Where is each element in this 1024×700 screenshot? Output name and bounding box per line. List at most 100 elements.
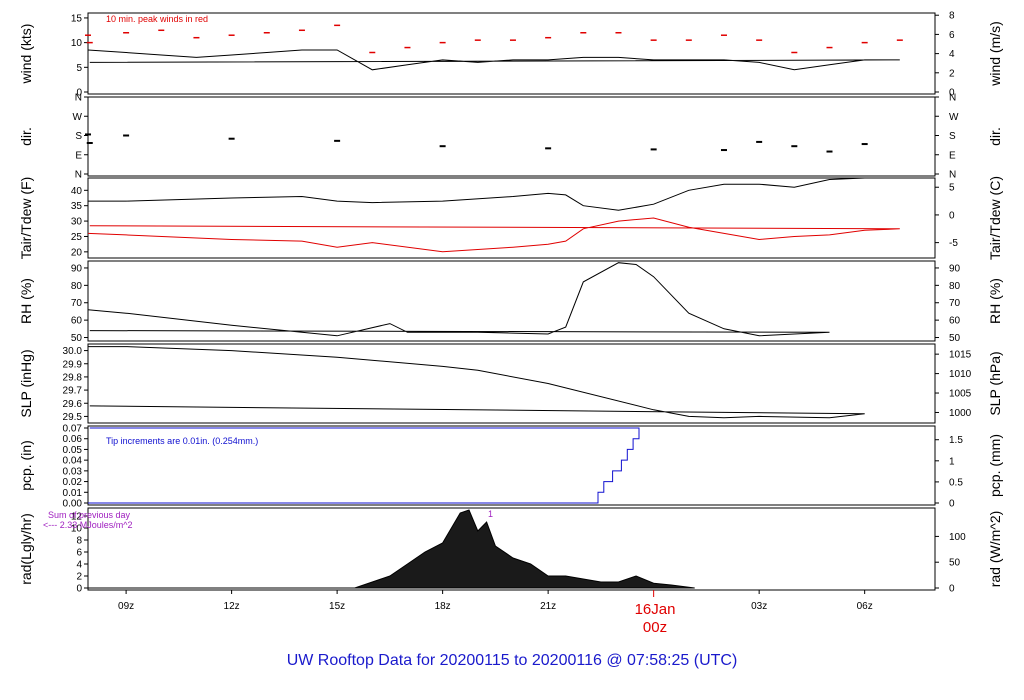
wind-right-tick-label: 8: [949, 11, 955, 22]
wind-peak-note: 10 min. peak winds in red: [106, 14, 208, 24]
temp-left-tick-label: 25: [71, 232, 83, 243]
rad-left-tick-label: 12: [71, 512, 83, 523]
pcp-right-tick-label: 0: [949, 499, 955, 510]
wind-frame: [87, 12, 936, 95]
wind-left-axis-label: wind (kts): [18, 24, 34, 85]
pcp-left-tick-label: 0.07: [63, 424, 83, 435]
wind-right-axis-label: wind (m/s): [987, 21, 1003, 87]
rh-right-tick-label: 60: [949, 316, 961, 327]
rad-frame: [87, 507, 936, 591]
dir-right-tick-label: N: [949, 93, 956, 104]
x-axis: 09z 12z 15z 18z 21z 03z 06z: [118, 590, 873, 612]
temp-series-1-line: [87, 217, 900, 253]
slp-left-tick-label: 29.7: [63, 386, 83, 397]
pcp-left-tick-label: 0.03: [63, 466, 83, 477]
panel-temp: 20 25 30 35 40 -5 0 5 Tair/Tdew (F) Tair/Tdew (C): [18, 176, 1003, 260]
pcp-line: [88, 427, 640, 504]
rad-right-axis-label: rad (W/m^2): [987, 511, 1003, 588]
pcp-tip-note: Tip increments are 0.01in. (0.254mm.): [106, 436, 258, 446]
slp-left-tick-label: 30.0: [63, 346, 83, 357]
rh-right-tick-label: 80: [949, 281, 961, 292]
pcp-right-axis-label: pcp. (mm): [987, 434, 1003, 497]
slp-left-tick-label: 29.8: [63, 372, 83, 383]
slp-frame: [87, 343, 936, 424]
slp-right-tick-label: 1005: [949, 389, 972, 400]
rad-peak-marker: 1: [488, 509, 493, 519]
rh-left-axis-label: RH (%): [18, 278, 34, 324]
dir-right-tick-label: W: [949, 112, 959, 123]
pcp-left-tick-label: 0.04: [63, 456, 83, 467]
rad-left-axis-label: rad(Lgly/hr): [18, 513, 34, 585]
rh-frame: [87, 260, 936, 342]
rad-left-tick-label: 2: [76, 572, 82, 583]
rad-left-tick-label: 10: [71, 524, 83, 535]
x-tick-label: 12z: [224, 601, 240, 612]
wind-left-tick-label: 0: [76, 88, 82, 99]
dir-right-axis-label: dir.: [987, 127, 1003, 146]
wind-left-tick-label: 15: [71, 13, 83, 24]
slp-right-tick-label: 1015: [949, 350, 972, 361]
temp-right-tick-label: -5: [949, 238, 958, 249]
dir-left-tick-label: N: [75, 170, 82, 181]
pcp-left-tick-label: 0.06: [63, 434, 83, 445]
rh-right-tick-label: 50: [949, 333, 961, 344]
temp-frame: [87, 177, 936, 259]
slp-right-tick-label: 1000: [949, 408, 972, 419]
wind-left-tick-label: 5: [76, 63, 82, 74]
pcp-left-axis-label: pcp. (in): [18, 440, 34, 491]
slp-left-tick-label: 29.6: [63, 399, 83, 410]
slp-left-tick-label: 29.9: [63, 359, 83, 370]
pcp-right-tick-label: 1.5: [949, 435, 963, 446]
rad-left-tick-label: 6: [76, 548, 82, 559]
temp-series-0-line: [88, 177, 900, 211]
pcp-left-tick-label: 0.00: [63, 499, 83, 510]
rad-right-tick-label: 100: [949, 532, 966, 543]
rh-right-tick-label: 90: [949, 263, 961, 274]
rad-area: [88, 509, 695, 589]
slp-left-tick-label: 29.5: [63, 412, 83, 423]
rh-left-tick-label: 80: [71, 281, 83, 292]
dir-right-tick-label: S: [949, 131, 956, 142]
dir-right-tick-label: E: [949, 150, 956, 161]
panel-slp: 29.5 29.6 29.7 29.8 29.9 30.0 1000 1005 1010 1015…: [18, 343, 1003, 424]
x-tick-label: 18z: [435, 601, 451, 612]
wind-right-tick-label: 2: [949, 68, 955, 79]
dir-left-tick-label: E: [75, 150, 82, 161]
wind-right-tick-label: 0: [949, 88, 955, 99]
rh-left-tick-label: 90: [71, 263, 83, 274]
wind-right-tick-label: 6: [949, 30, 955, 41]
wind-left-tick-label: 10: [71, 38, 83, 49]
x-tick-label: 15z: [329, 601, 345, 612]
x-tick-label: 03z: [751, 601, 767, 612]
x-tick-label: 06z: [857, 601, 873, 612]
dir-right-tick-label: N: [949, 170, 956, 181]
x-tick-label: 21z: [540, 601, 556, 612]
temp-left-tick-label: 30: [71, 217, 83, 228]
slp-right-axis-label: SLP (hPa): [987, 351, 1003, 415]
pcp-left-tick-label: 0.01: [63, 488, 83, 499]
slp-left-axis-label: SLP (inHg): [18, 349, 34, 417]
pcp-left-tick-label: 0.05: [63, 445, 83, 456]
temp-left-tick-label: 40: [71, 186, 83, 197]
temp-left-tick-label: 20: [71, 247, 83, 258]
temp-right-axis-label: Tair/Tdew (C): [987, 176, 1003, 260]
rh-right-axis-label: RH (%): [987, 278, 1003, 324]
panel-wind: 0 5 10 15 0 2 4 6 8 wind (kts) wind (m/s) 10 min. p…: [18, 11, 1003, 99]
rad-right-tick-label: 50: [949, 558, 961, 569]
dir-frame: [87, 96, 936, 177]
dir-left-tick-label: W: [73, 112, 83, 123]
temp-left-tick-label: 35: [71, 201, 83, 212]
rad-left-tick-label: 4: [76, 560, 82, 571]
rh-right-tick-label: 70: [949, 298, 961, 309]
slp-line: [88, 346, 865, 419]
pcp-left-tick-label: 0.02: [63, 477, 83, 488]
pcp-right-tick-label: 1: [949, 456, 955, 467]
wind-right-tick-label: 4: [949, 49, 955, 60]
rad-sum-label: Sum of previous day: [48, 510, 131, 520]
temp-right-tick-label: 5: [949, 183, 955, 194]
temp-right-tick-label: 0: [949, 210, 955, 221]
rad-left-tick-label: 0: [76, 584, 82, 595]
